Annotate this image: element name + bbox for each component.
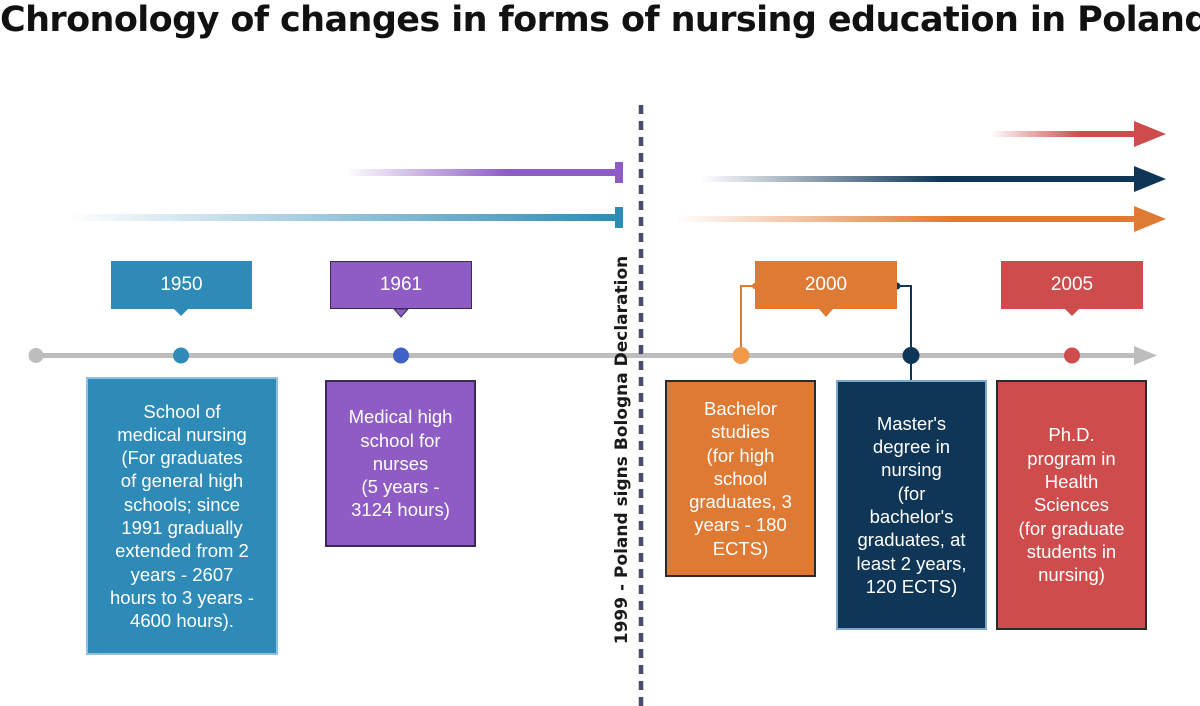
description-box-1961: Medical high school for nurses (5 years … (325, 380, 476, 547)
connector-bachelor (740, 285, 755, 355)
description-text-1950: School of medical nursing (For graduates… (110, 400, 254, 632)
description-text-bachelor: Bachelor studies (for high school gradua… (689, 397, 792, 559)
milestone-dot-1961 (393, 347, 409, 364)
description-text-1961: Medical high school for nurses (5 years … (348, 406, 453, 521)
bologna-divider-label: 1999 - Poland signs Bologna Declaration (612, 255, 632, 645)
description-box-master: Master's degree in nursing (for bachelor… (836, 380, 987, 630)
duration-bar-1950 (68, 207, 623, 228)
duration-bar-1961 (345, 162, 623, 183)
year-flag-2005: 2005 (1001, 261, 1143, 309)
milestone-dot-1950 (173, 347, 189, 364)
connector-master (897, 285, 912, 380)
description-box-1950: School of medical nursing (For graduates… (86, 377, 278, 655)
ongoing-arrow-phd (990, 121, 1166, 147)
description-text-2005: Ph.D. program in Health Sciences (for gr… (1018, 424, 1125, 586)
year-flag-2000: 2000 (755, 261, 897, 309)
flag-pointer-2000 (819, 309, 833, 317)
ongoing-arrow-bachelor (675, 206, 1166, 232)
description-text-master: Master's degree in nursing (for bachelor… (856, 412, 967, 597)
page-title: Chronology of changes in forms of nursin… (0, 0, 1200, 40)
description-box-bachelor: Bachelor studies (for high school gradua… (665, 380, 816, 577)
timeline-axis (28, 346, 1157, 365)
ongoing-arrow-master (700, 166, 1166, 192)
milestone-dot-2005 (1064, 347, 1080, 364)
milestone-dot-bachelor (732, 347, 750, 364)
year-flag-1961: 1961 (330, 261, 472, 309)
flag-pointer-1950 (174, 309, 188, 316)
description-box-2005: Ph.D. program in Health Sciences (for gr… (996, 380, 1147, 630)
flag-pointer-2005 (1065, 309, 1079, 316)
year-flag-1950: 1950 (111, 261, 252, 309)
milestone-dot-master (902, 347, 920, 364)
flag-pointer-1961 (392, 308, 410, 318)
